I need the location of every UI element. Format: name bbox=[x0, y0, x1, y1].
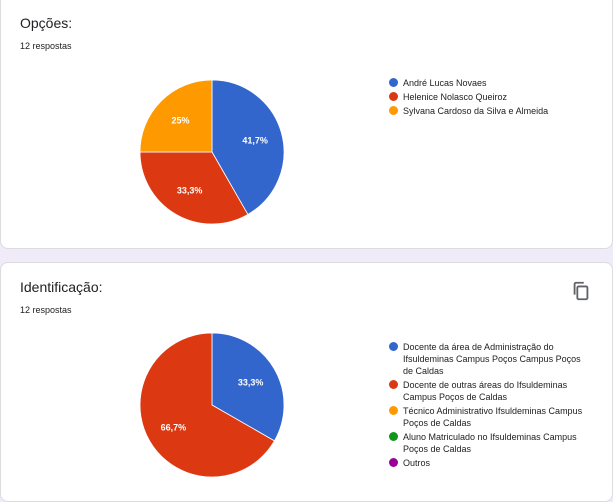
legend-label: Docente de outras áreas do Ifsuldeminas … bbox=[403, 380, 568, 402]
legend-label: Outros bbox=[403, 458, 431, 468]
pie-slice bbox=[211, 332, 285, 442]
response-count: 12 respostas bbox=[20, 305, 72, 315]
pie-slice bbox=[139, 79, 213, 153]
legend-swatch bbox=[389, 106, 398, 115]
legend-label: Aluno Matriculado no Ifsuldeminas Campus… bbox=[403, 432, 577, 454]
legend-item: Aluno Matriculado no Ifsuldeminas Campus… bbox=[389, 431, 589, 455]
legend-swatch bbox=[389, 78, 398, 87]
legend-item: Sylvana Cardoso da Silva e Almeida bbox=[389, 105, 589, 117]
pie-slice bbox=[139, 151, 249, 225]
legend-label: Helenice Nolasco Queiroz bbox=[403, 92, 508, 102]
pie-chart-opcoes: 41,7% 33,3% 25% bbox=[139, 79, 285, 225]
legend-label: Docente da área de Administração do Ifsu… bbox=[403, 342, 581, 376]
legend-swatch bbox=[389, 432, 398, 441]
legend-swatch bbox=[389, 92, 398, 101]
legend-opcoes: André Lucas Novaes Helenice Nolasco Queir… bbox=[389, 77, 589, 119]
legend-swatch bbox=[389, 458, 398, 467]
legend-label: André Lucas Novaes bbox=[403, 78, 487, 88]
question-title: Identificação: bbox=[20, 279, 103, 295]
slice-label: 33,3% bbox=[177, 186, 203, 196]
legend-item: Técnico Administrativo Ifsuldeminas Camp… bbox=[389, 405, 589, 429]
response-count: 12 respostas bbox=[20, 41, 72, 51]
legend-identificacao: Docente da área de Administração do Ifsu… bbox=[389, 341, 589, 471]
pie-slice bbox=[211, 79, 285, 215]
legend-swatch bbox=[389, 406, 398, 415]
copy-icon[interactable] bbox=[570, 280, 592, 302]
slice-label: 41,7% bbox=[242, 135, 268, 145]
slice-label: 33,3% bbox=[238, 378, 264, 388]
legend-swatch bbox=[389, 380, 398, 389]
question-title: Opções: bbox=[20, 15, 73, 31]
pie-slice bbox=[139, 332, 275, 478]
pie-chart-identificacao: 33,3% 66,7% bbox=[139, 332, 285, 478]
slice-label: 66,7% bbox=[161, 422, 187, 432]
legend-item: Outros bbox=[389, 457, 589, 469]
question-card-identificacao: Identificação: 12 respostas 33,3% 66,7% D… bbox=[0, 262, 613, 502]
legend-item: Helenice Nolasco Queiroz bbox=[389, 91, 589, 103]
legend-swatch bbox=[389, 342, 398, 351]
legend-label: Técnico Administrativo Ifsuldeminas Camp… bbox=[403, 406, 583, 428]
question-card-opcoes: Opções: 12 respostas 41,7% 33,3% 25% André… bbox=[0, 0, 613, 249]
legend-item: Docente de outras áreas do Ifsuldeminas … bbox=[389, 379, 589, 403]
legend-label: Sylvana Cardoso da Silva e Almeida bbox=[403, 106, 549, 116]
legend-item: Docente da área de Administração do Ifsu… bbox=[389, 341, 589, 377]
slice-label: 25% bbox=[171, 115, 189, 125]
legend-item: André Lucas Novaes bbox=[389, 77, 589, 89]
